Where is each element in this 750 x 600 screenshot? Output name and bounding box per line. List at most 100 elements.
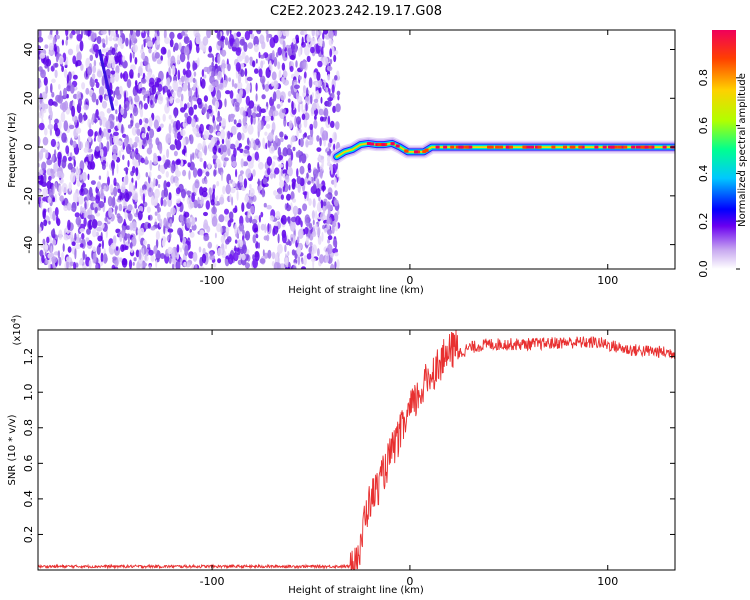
noise-speckle <box>162 154 166 164</box>
noise-speckle <box>99 118 103 126</box>
spectrogram-ylabel: Frequency (Hz) <box>7 112 18 188</box>
noise-speckle <box>213 169 217 177</box>
noise-speckle <box>88 186 93 197</box>
noise-speckle <box>55 34 60 40</box>
noise-speckle <box>94 206 98 214</box>
noise-speckle <box>76 51 82 62</box>
noise-speckle <box>58 256 62 266</box>
noise-speckle <box>112 256 117 261</box>
noise-speckle <box>201 190 208 198</box>
noise-speckle <box>327 142 332 148</box>
y-tick-label: 0.4 <box>22 490 35 508</box>
noise-speckle <box>334 261 337 269</box>
noise-speckle <box>273 91 277 102</box>
noise-speckle <box>45 84 49 94</box>
noise-speckle <box>183 46 190 56</box>
y-tick-label: -40 <box>22 236 35 254</box>
noise-speckle <box>160 46 167 55</box>
noise-speckle <box>220 35 226 41</box>
noise-speckle <box>331 92 335 99</box>
noise-speckle <box>263 202 267 208</box>
noise-speckle <box>313 72 317 80</box>
noise-speckle <box>280 214 287 225</box>
noise-speckle <box>67 246 72 253</box>
noise-speckle <box>132 106 139 117</box>
ridge-peak <box>526 145 531 149</box>
noise-speckle <box>306 55 311 63</box>
noise-speckle <box>95 263 99 269</box>
noise-speckle <box>227 253 234 265</box>
noise-speckle <box>82 250 86 261</box>
noise-speckle <box>313 119 318 129</box>
noise-speckle <box>98 243 102 248</box>
noise-speckle <box>208 84 214 93</box>
ridge-peak <box>631 145 636 149</box>
noise-speckle <box>163 224 166 235</box>
noise-speckle <box>249 184 252 189</box>
noise-speckle <box>160 197 164 207</box>
ridge-peak <box>390 142 395 146</box>
noise-speckle <box>329 137 333 144</box>
noise-speckle <box>229 90 234 99</box>
snr-multiplier: (x104) <box>10 314 23 345</box>
noise-speckle <box>275 252 278 263</box>
noise-speckle <box>43 173 47 184</box>
x-tick-label: -100 <box>200 575 225 588</box>
noise-speckle <box>303 71 307 79</box>
noise-speckle <box>86 228 91 235</box>
noise-speckle <box>40 108 44 120</box>
ridge-peak <box>381 143 386 147</box>
noise-speckle <box>155 93 158 100</box>
noise-speckle <box>221 59 226 70</box>
x-tick-label: 0 <box>406 575 413 588</box>
noise-speckle <box>52 239 57 246</box>
noise-speckle <box>265 30 269 35</box>
noise-speckle <box>222 144 227 153</box>
noise-speckle <box>59 153 62 163</box>
noise-speckle <box>318 108 324 116</box>
noise-speckle <box>45 259 49 265</box>
noise-speckle <box>255 138 260 146</box>
noise-speckle <box>319 254 324 264</box>
noise-speckle <box>290 191 295 201</box>
noise-speckle <box>249 56 253 62</box>
noise-speckle <box>306 253 312 260</box>
noise-speckle <box>166 211 172 219</box>
noise-speckle <box>204 178 208 185</box>
x-tick-label: 100 <box>597 575 618 588</box>
noise-speckle <box>148 249 154 256</box>
noise-speckle <box>61 158 67 169</box>
colorbar-label: Normalized spectral amplitude <box>737 73 748 227</box>
noise-speckle <box>80 205 83 215</box>
noise-speckle <box>129 101 135 111</box>
noise-speckle <box>287 166 293 177</box>
noise-speckle <box>226 140 231 149</box>
noise-speckle <box>323 215 328 220</box>
noise-speckle <box>336 209 340 216</box>
noise-speckle <box>81 82 86 90</box>
noise-speckle <box>241 244 247 254</box>
noise-speckle <box>287 47 293 57</box>
noise-speckle <box>54 102 58 107</box>
noise-speckle <box>51 256 58 264</box>
noise-speckle <box>194 179 200 189</box>
noise-speckle <box>65 30 69 37</box>
noise-speckle <box>175 260 181 269</box>
noise-speckle <box>108 207 113 219</box>
noise-speckle <box>302 85 306 94</box>
noise-speckle <box>203 234 210 242</box>
noise-speckle <box>258 51 261 59</box>
noise-speckle <box>57 95 63 104</box>
noise-speckle <box>63 87 67 98</box>
noise-speckle <box>163 187 169 198</box>
noise-speckle <box>234 239 238 244</box>
noise-speckle <box>278 163 284 168</box>
noise-speckle <box>63 234 70 241</box>
noise-speckle <box>236 31 241 38</box>
noise-speckle <box>168 66 171 77</box>
noise-speckle <box>49 110 53 119</box>
noise-speckle <box>164 37 170 44</box>
noise-speckle <box>304 227 309 235</box>
noise-speckle <box>64 64 68 69</box>
noise-speckle <box>262 177 268 185</box>
